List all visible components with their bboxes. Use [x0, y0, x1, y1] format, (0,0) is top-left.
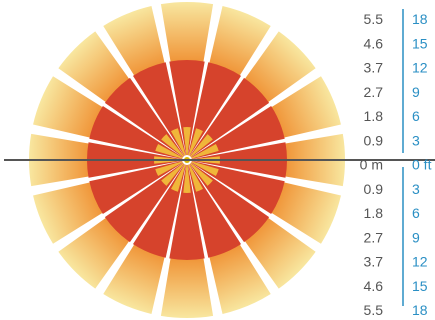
meter-tick-label: 3.7	[364, 254, 384, 270]
outer-ray	[58, 31, 135, 108]
feet-tick-label: 15	[412, 278, 428, 294]
outer-ray	[160, 2, 214, 72]
meter-tick-label: 0.9	[364, 181, 384, 197]
meter-tick-label: 5.5	[364, 11, 384, 27]
outer-ray	[33, 180, 111, 244]
inner-ray	[190, 163, 213, 186]
feet-tick-label: 15	[412, 35, 428, 51]
inner-ray	[188, 164, 204, 192]
mid-ray	[169, 59, 205, 156]
inner-ray	[170, 128, 186, 156]
outer-ray	[207, 6, 271, 84]
outer-ray	[239, 31, 316, 108]
feet-tick-label: 12	[412, 60, 428, 76]
meter-tick-label: 3.7	[364, 60, 384, 76]
meter-tick-label: 2.7	[364, 84, 384, 100]
outer-ray	[160, 248, 214, 318]
meter-tick-label: 2.7	[364, 229, 384, 245]
feet-tick-label: 18	[412, 11, 428, 27]
outer-ray	[103, 236, 167, 314]
inner-ray	[188, 128, 204, 156]
mid-ray	[169, 164, 205, 261]
feet-tick-label: 9	[412, 84, 420, 100]
outer-ray	[58, 212, 135, 289]
meter-scale: 5.5 4.6 3.7 2.7 1.8 0.9 0 m 0.9 1.8 2.7 3.7 4.6 5.5	[360, 11, 384, 318]
inner-ray	[170, 164, 186, 192]
inner-ray	[155, 143, 183, 159]
feet-tick-label: 6	[412, 108, 420, 124]
inner-ray	[155, 161, 183, 177]
feet-tick-label: 3	[412, 181, 420, 197]
feet-tick-label: 12	[412, 254, 428, 270]
meter-tick-label: 0.9	[364, 132, 384, 148]
inner-ray	[190, 134, 213, 157]
feet-tick-label: 6	[412, 205, 420, 221]
meter-tick-label: 4.6	[364, 278, 384, 294]
feet-tick-label: 18	[412, 302, 428, 318]
feet-tick-label: 3	[412, 132, 420, 148]
starburst	[29, 2, 345, 318]
meter-tick-label: 5.5	[364, 302, 384, 318]
outer-rays	[29, 2, 345, 318]
feet-tick-label: 9	[412, 229, 420, 245]
meter-tick-label: 4.6	[364, 35, 384, 51]
inner-ray	[183, 164, 191, 194]
meter-tick-label: 1.8	[364, 205, 384, 221]
outer-ray	[263, 76, 341, 140]
inner-rays	[153, 126, 221, 194]
inner-ray	[183, 126, 191, 156]
inner-ray	[191, 161, 219, 177]
feet-scale: 18 15 12 9 6 3 0 ft 3 6 9 12 15 18	[412, 11, 432, 318]
outer-ray	[33, 76, 111, 140]
outer-ray	[239, 212, 316, 289]
outer-ray	[103, 6, 167, 84]
inner-ray	[161, 134, 184, 157]
outer-ray	[207, 236, 271, 314]
feet-tick-label: 0 ft	[412, 157, 432, 173]
outer-ray	[263, 180, 341, 244]
inner-ray	[161, 163, 184, 186]
inner-ray	[191, 143, 219, 159]
meter-tick-label: 0 m	[360, 157, 383, 173]
meter-tick-label: 1.8	[364, 108, 384, 124]
